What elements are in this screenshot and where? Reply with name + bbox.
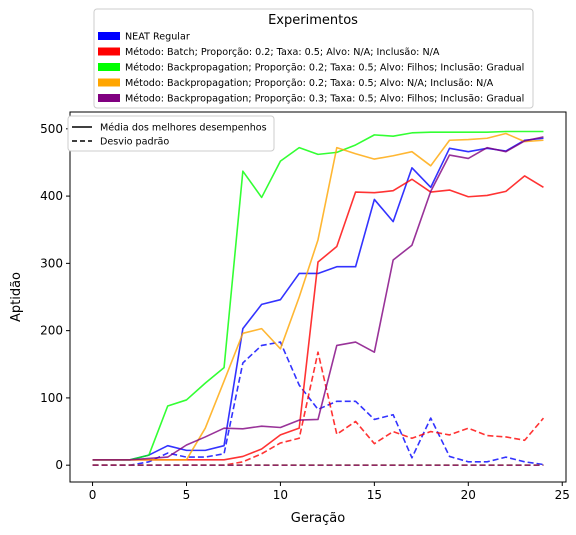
experiments-legend-item: Método: Backpropagation; Proporção: 0.2;…: [98, 62, 524, 74]
style-legend-item: Média dos melhores desempenhos: [72, 122, 267, 134]
style-legend-entries: Média dos melhores desempenhos Desvio pad…: [72, 122, 267, 148]
plot-frame: [69, 111, 567, 483]
legend-label: NEAT Regular: [125, 32, 190, 43]
series-line-mean-neat-regular: [92, 137, 544, 461]
experiments-legend: Experimentos NEAT Regular Método: Batch; …: [93, 8, 534, 109]
legend-swatch: [98, 47, 120, 56]
legend-label: Método: Backpropagation; Proporção: 0.2;…: [125, 62, 524, 74]
y-tick-label: 200: [40, 324, 63, 338]
series-line-mean-metodo-backpropagation-proporcao-0-3-tax: [92, 136, 544, 461]
y-tick-label: 500: [40, 122, 63, 136]
style-legend-item: Desvio padrão: [72, 137, 169, 148]
legend-label: Média dos melhores desempenhos: [100, 122, 267, 134]
experiments-legend-box: [93, 8, 534, 109]
y-axis-label: Aptidão: [9, 272, 24, 322]
legend-label: Método: Backpropagation; Proporção: 0.2;…: [125, 77, 494, 89]
style-legend: Média dos melhores desempenhos Desvio pad…: [67, 115, 275, 152]
series-line-mean-metodo-backpropagation-proporcao-0-2-tax: [92, 132, 544, 461]
legend-label: Desvio padrão: [100, 137, 169, 148]
x-axis-label: Geração: [291, 511, 345, 526]
style-legend-box: [67, 115, 275, 152]
legend-swatch: [98, 32, 120, 40]
experiments-legend-item: Método: Batch; Proporção: 0.2; Taxa: 0.5…: [98, 46, 440, 58]
y-tick-label: 400: [40, 189, 63, 203]
experiments-legend-item: NEAT Regular: [98, 32, 190, 43]
legend-label: Método: Batch; Proporção: 0.2; Taxa: 0.5…: [125, 46, 440, 58]
x-tick-label: 20: [461, 488, 476, 502]
legend-label: Método: Backpropagation; Proporção: 0.3;…: [125, 93, 524, 105]
experiments-legend-item: Método: Backpropagation; Proporção: 0.3;…: [98, 93, 524, 105]
experiments-legend-item: Método: Backpropagation; Proporção: 0.2;…: [98, 77, 494, 89]
plot-area: [70, 112, 566, 482]
x-tick-label: 0: [89, 488, 97, 502]
x-tick-label: 10: [273, 488, 288, 502]
experiments-legend-entries: NEAT Regular Método: Batch; Proporção: 0.…: [98, 32, 524, 105]
series-line-std-neat-regular: [92, 341, 544, 466]
y-tick-label: 300: [40, 256, 63, 270]
x-tick-label: 5: [183, 488, 191, 502]
ticks-layer: 0 5 10 15 20 25 0 100 200 300 400 500: [40, 122, 570, 502]
series-line-mean-metodo-backpropagation-proporcao-0-2-tax: [92, 130, 544, 461]
legend-swatch: [98, 94, 120, 102]
experiments-legend-title: Experimentos: [268, 13, 358, 28]
y-tick-label: 0: [55, 458, 63, 472]
x-tick-label: 25: [555, 488, 570, 502]
series-layer: [92, 130, 545, 466]
legend-swatch: [98, 78, 120, 87]
x-tick-label: 15: [367, 488, 382, 502]
y-tick-label: 100: [40, 391, 63, 405]
legend-swatch: [98, 63, 120, 71]
